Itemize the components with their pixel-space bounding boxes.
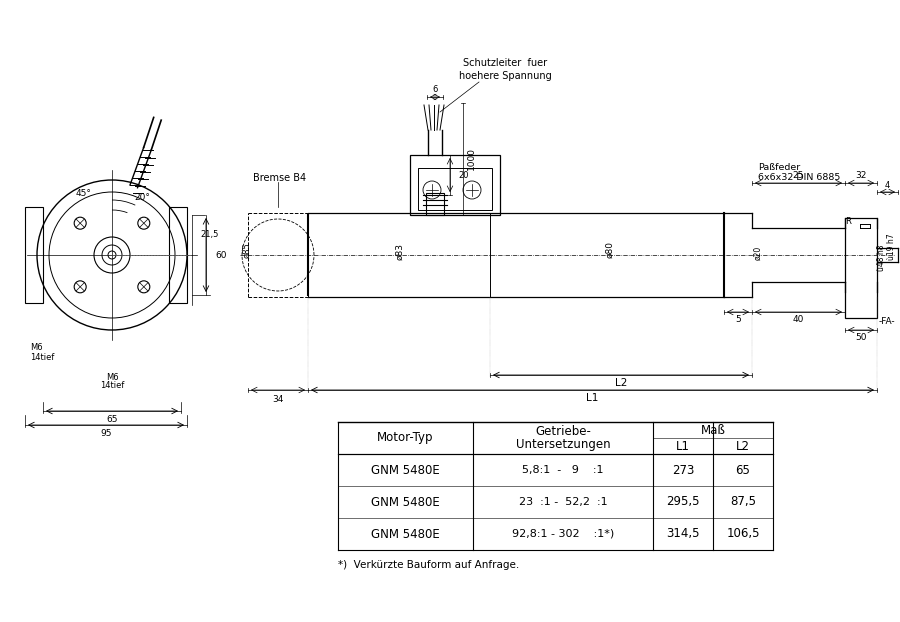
Text: ø20: ø20 [753,246,762,260]
Text: 34: 34 [273,396,284,404]
Text: 14tief: 14tief [30,353,54,361]
Text: 95: 95 [100,429,112,437]
Text: 60: 60 [215,251,227,259]
Text: 14tief: 14tief [100,381,124,391]
Text: Untersetzungen: Untersetzungen [516,438,610,451]
Text: Schutzleiter  fuer: Schutzleiter fuer [463,58,547,68]
Text: ù48 h8: ù48 h8 [877,244,886,271]
Bar [25,207,43,303]
Text: R: R [845,218,850,226]
Text: 45°: 45° [76,188,92,198]
Text: GNM 5480E: GNM 5480E [371,496,440,509]
Text: 273: 273 [671,463,694,476]
Text: 65: 65 [735,463,751,476]
Text: 40: 40 [792,315,804,325]
Text: *)  Verkürzte Bauform auf Anfrage.: *) Verkürzte Bauform auf Anfrage. [338,560,519,570]
Bar [418,168,492,210]
Text: 1000: 1000 [466,147,475,170]
Text: Bremse B4: Bremse B4 [254,173,307,183]
Text: 50: 50 [855,333,867,343]
Text: L1: L1 [676,440,690,452]
Text: 295,5: 295,5 [666,496,700,509]
Text: 6x6x32 DIN 6885: 6x6x32 DIN 6885 [758,174,841,182]
Text: 5,8:1  -   9    :1: 5,8:1 - 9 :1 [522,465,604,475]
Text: 92,8:1 - 302    :1*): 92,8:1 - 302 :1*) [512,529,614,539]
Text: GNM 5480E: GNM 5480E [371,463,440,476]
Text: ø80: ø80 [606,241,615,259]
Text: 106,5: 106,5 [726,527,760,541]
Text: GNM 5480E: GNM 5480E [371,527,440,541]
Text: Maß: Maß [700,424,725,437]
Text: 4: 4 [885,180,889,190]
Text: 21,5: 21,5 [200,231,219,239]
Text: 5: 5 [735,315,741,325]
Text: ù19 h7: ù19 h7 [886,234,896,261]
Text: 6: 6 [432,85,437,93]
Bar [426,193,444,215]
Text: M6: M6 [105,373,118,381]
Text: 32: 32 [855,172,867,180]
Bar [845,218,877,318]
Text: ø85: ø85 [242,242,251,258]
Text: Motor-Typ: Motor-Typ [377,432,434,445]
Text: M6: M6 [30,343,42,353]
Text: ø83: ø83 [395,243,404,261]
Text: 23  :1 -  52,2  :1: 23 :1 - 52,2 :1 [518,497,608,507]
Text: 20: 20 [458,170,469,180]
Text: hoehere Spannung: hoehere Spannung [459,71,552,81]
Text: 20°: 20° [134,192,150,202]
Bar [169,207,187,303]
Text: 87,5: 87,5 [730,496,756,509]
Bar [410,155,500,215]
Text: -FA-: -FA- [878,317,895,327]
Text: Paßfeder: Paßfeder [758,162,800,172]
Text: 314,5: 314,5 [666,527,700,541]
Text: 25: 25 [792,172,804,180]
Text: Getriebe-: Getriebe- [536,425,591,438]
Text: 65: 65 [106,415,118,424]
Text: L2: L2 [615,378,627,388]
Text: L1: L1 [586,393,598,403]
Text: L2: L2 [736,440,750,452]
